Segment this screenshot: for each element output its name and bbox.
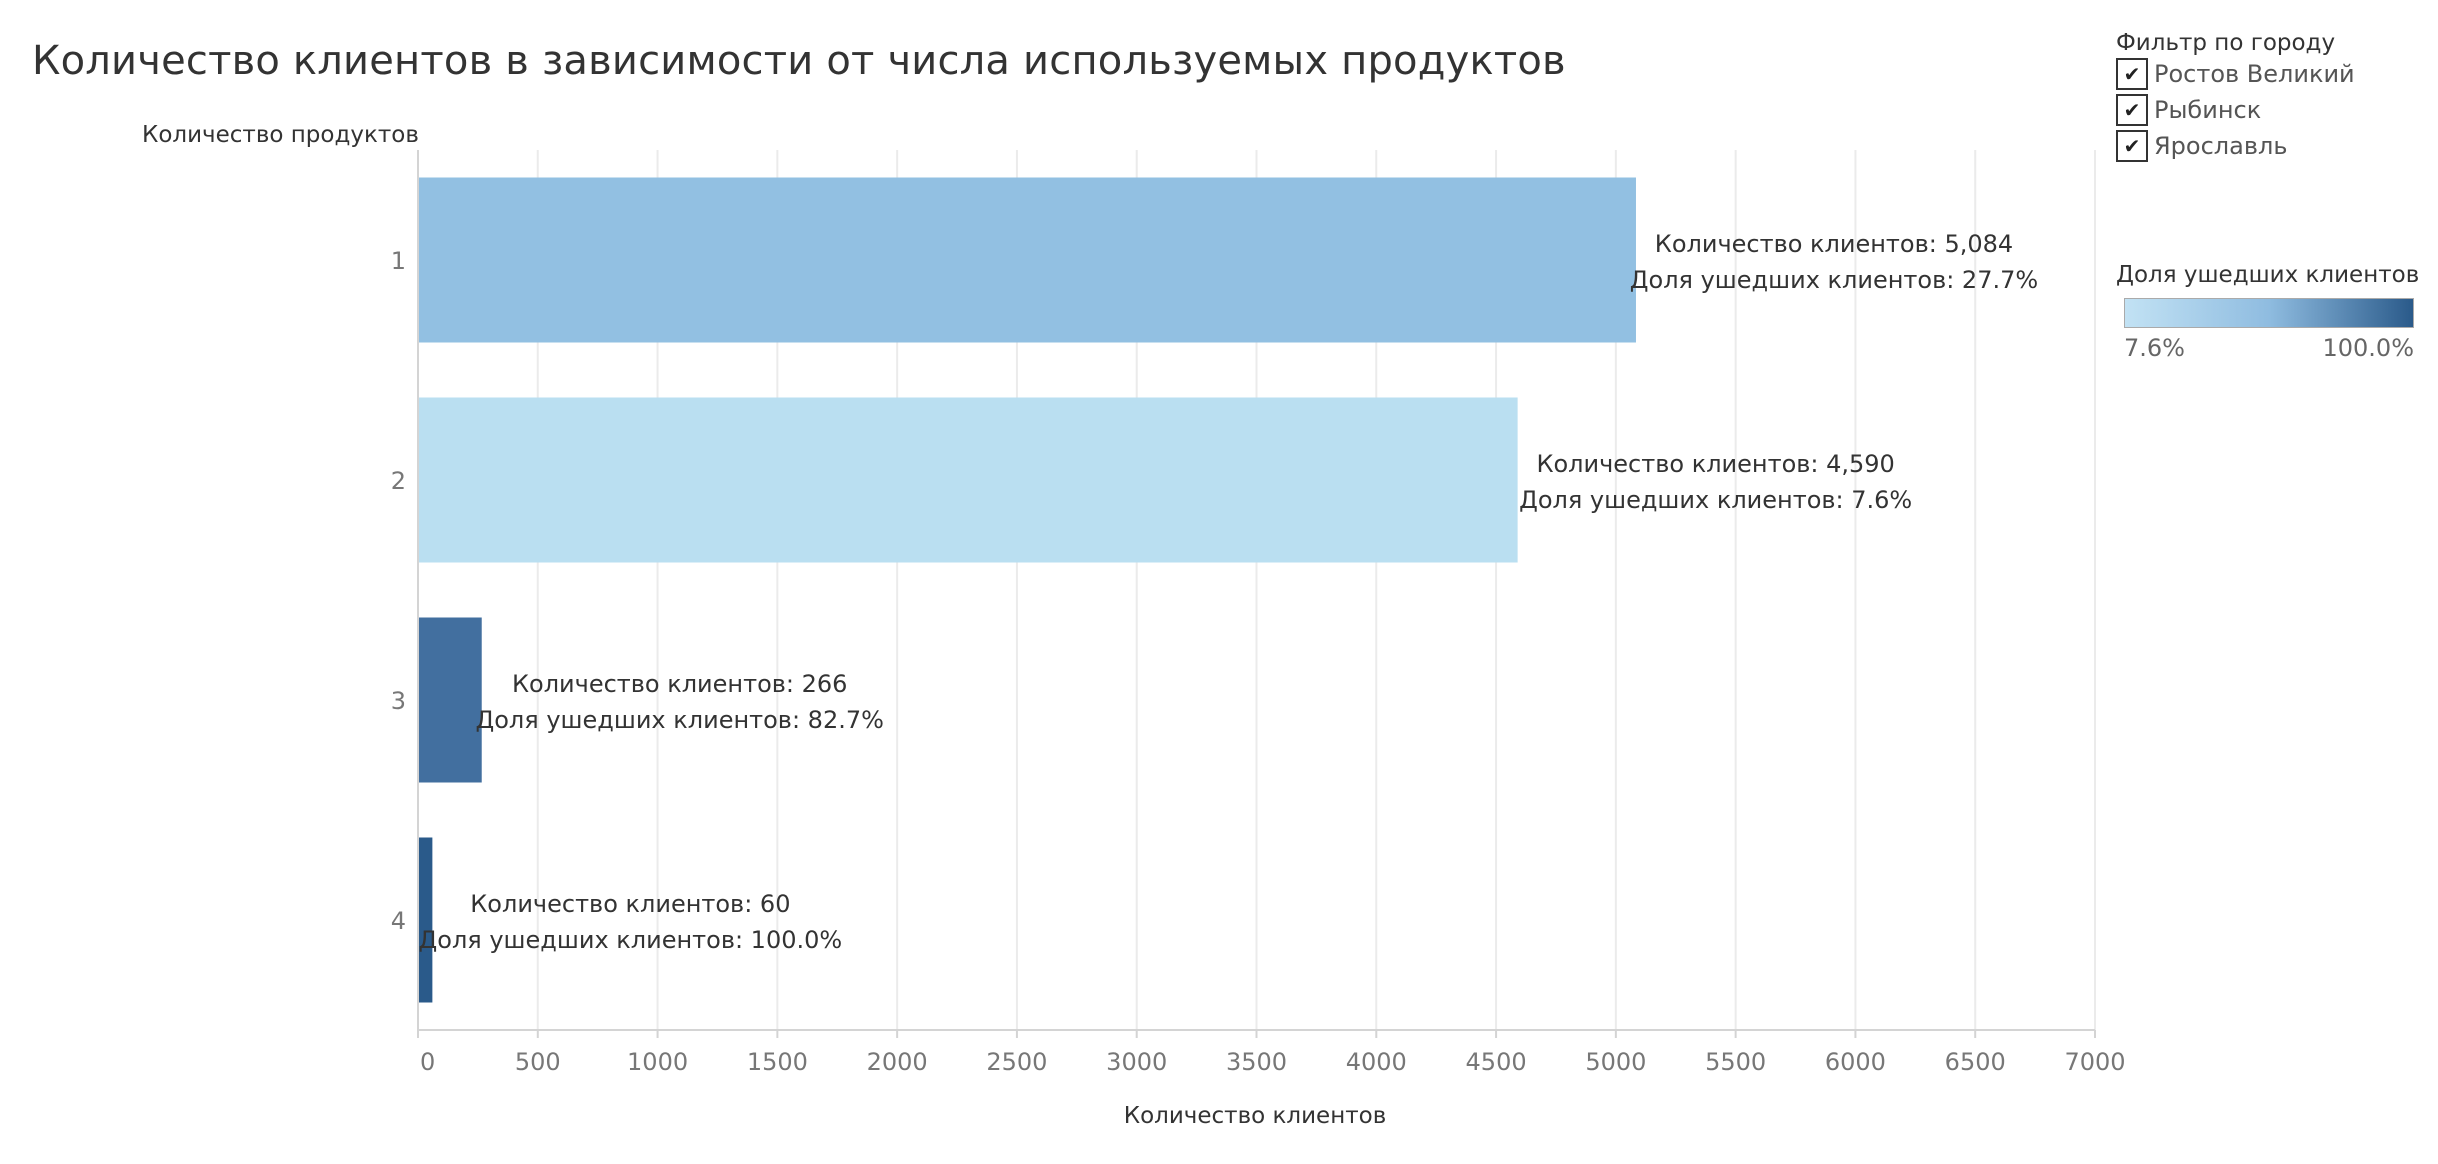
data-label-churn: Доля ушедших клиентов: 82.7% <box>476 706 884 734</box>
city-filter-item[interactable]: ✔ Рыбинск <box>2116 92 2426 128</box>
data-label-churn: Доля ушедших клиентов: 7.6% <box>1519 486 1912 514</box>
y-tick-label: 1 <box>391 247 406 275</box>
city-filter-item[interactable]: ✔ Ярославль <box>2116 128 2426 164</box>
checkbox[interactable]: ✔ <box>2116 130 2148 162</box>
data-labels: Количество клиентов: 5,084 Доля ушедших к… <box>419 230 2039 954</box>
x-tick-label: 3500 <box>1226 1048 1287 1076</box>
data-label-churn: Доля ушедших клиентов: 27.7% <box>1630 266 2038 294</box>
city-filter-label: Ярославль <box>2154 132 2288 160</box>
x-tick-label: 6500 <box>1945 1048 2006 1076</box>
city-filter: Фильтр по городу ✔ Ростов Великий ✔ Рыбинск… <box>2116 30 2426 164</box>
legend-min-label: 7.6% <box>2124 334 2185 362</box>
x-tick-label: 1500 <box>747 1048 808 1076</box>
city-filter-label: Ростов Великий <box>2154 60 2355 88</box>
city-filter-list: ✔ Ростов Великий ✔ Рыбинск ✔ Ярославль <box>2116 56 2426 164</box>
city-filter-label: Рыбинск <box>2154 96 2262 124</box>
bar-products-4 <box>418 837 433 1003</box>
color-legend: Доля ушедших клиентов 7.6% 100.0% <box>2116 262 2426 362</box>
x-tick-label: 2000 <box>867 1048 928 1076</box>
x-tick-label: 5000 <box>1585 1048 1646 1076</box>
data-label-churn: Доля ушедших клиентов: 100.0% <box>419 926 843 954</box>
city-filter-item[interactable]: ✔ Ростов Великий <box>2116 56 2426 92</box>
x-tick-label: 5500 <box>1705 1048 1766 1076</box>
legend-title: Доля ушедших клиентов <box>2116 262 2420 288</box>
chart-title: Количество клиентов в зависимости от чис… <box>32 38 1566 84</box>
axes: 0 500 1000 1500 2000 2500 3000 3500 4000 4500 5000… <box>391 150 2126 1076</box>
bar-products-1 <box>418 177 1636 343</box>
data-label-count: Количество клиентов: 266 <box>512 670 847 698</box>
x-tick-label: 3000 <box>1106 1048 1167 1076</box>
bars <box>418 177 1636 1003</box>
x-axis-title: Количество клиентов <box>1124 1103 1387 1129</box>
data-label-count: Количество клиентов: 5,084 <box>1655 230 2013 258</box>
data-label-count: Количество клиентов: 60 <box>470 890 790 918</box>
bar-products-2 <box>418 397 1518 563</box>
legend-range: 7.6% 100.0% <box>2124 334 2414 362</box>
checkbox[interactable]: ✔ <box>2116 58 2148 90</box>
x-tick-label: 1000 <box>627 1048 688 1076</box>
x-tick-label: 4000 <box>1346 1048 1407 1076</box>
checkbox[interactable]: ✔ <box>2116 94 2148 126</box>
legend-color-ramp <box>2124 298 2414 328</box>
y-axis-title: Количество продуктов <box>142 122 419 148</box>
legend-max-label: 100.0% <box>2322 334 2414 362</box>
y-tick-label: 2 <box>391 467 406 495</box>
data-label-count: Количество клиентов: 4,590 <box>1536 450 1894 478</box>
x-tick-label: 500 <box>515 1048 561 1076</box>
bar-products-3 <box>418 617 482 783</box>
x-tick-label: 0 <box>420 1048 435 1076</box>
x-tick-label: 6000 <box>1825 1048 1886 1076</box>
y-tick-label: 4 <box>391 907 406 935</box>
city-filter-title: Фильтр по городу <box>2116 30 2336 56</box>
x-tick-label: 2500 <box>986 1048 1047 1076</box>
x-tick-label: 4500 <box>1466 1048 1527 1076</box>
x-tick-label: 7000 <box>2064 1048 2125 1076</box>
y-tick-label: 3 <box>391 687 406 715</box>
